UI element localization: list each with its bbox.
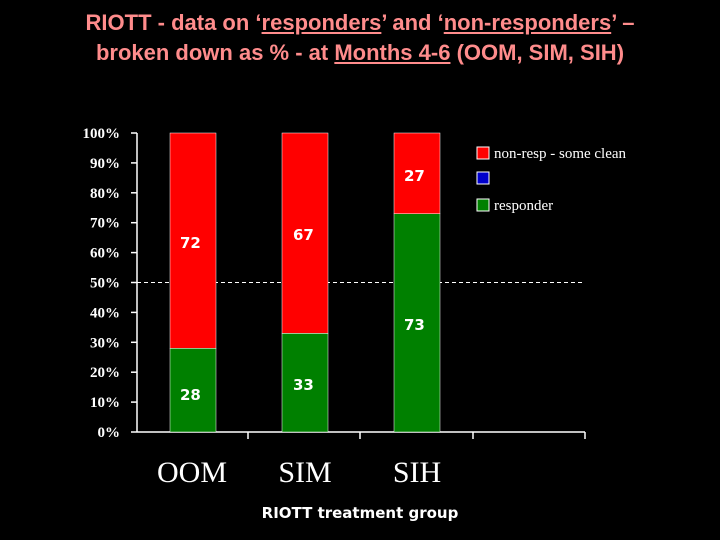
- bar-non-resp-sih: [393, 132, 441, 214]
- y-tick-label: 50%: [90, 276, 120, 292]
- chart-title: RIOTT - data on ‘responders’ and ‘non-re…: [0, 8, 720, 68]
- category-label-oom: OOM: [157, 456, 227, 489]
- data-label-non-resp: 72: [180, 234, 201, 252]
- data-label-responder: 73: [404, 316, 425, 334]
- legend-swatch-0: [476, 146, 490, 160]
- legend-swatch-1: [476, 171, 490, 185]
- title-underlined-non-responders: non-responders: [443, 10, 612, 35]
- data-label-non-resp: 67: [293, 226, 314, 244]
- title-line-1: RIOTT - data on ‘responders’ and ‘non-re…: [85, 10, 635, 35]
- category-label-sim: SIM: [278, 456, 331, 489]
- title-line-2: broken down as % - at Months 4-6 (OOM, S…: [95, 40, 625, 65]
- y-tick-label: 40%: [90, 305, 120, 321]
- data-label-responder: 33: [293, 376, 314, 394]
- title-underlined-responders: responders: [261, 10, 382, 35]
- y-tick-label: 100%: [83, 126, 121, 142]
- bar-non-resp-sim: [281, 132, 329, 334]
- x-axis-label: RIOTT treatment group: [262, 504, 459, 522]
- y-tick-label: 90%: [90, 156, 120, 172]
- title-underlined-months: Months 4-6: [334, 40, 451, 65]
- legend-label-2: responder: [494, 198, 553, 214]
- y-tick-label: 80%: [90, 186, 120, 202]
- data-label-responder: 28: [180, 386, 201, 404]
- data-label-non-resp: 27: [404, 167, 425, 185]
- category-label-sih: SIH: [393, 456, 441, 489]
- y-tick-label: 10%: [90, 395, 120, 411]
- legend-swatch-2: [476, 198, 490, 212]
- y-tick-label: 60%: [90, 246, 120, 262]
- bar-responder-oom: [169, 348, 217, 433]
- y-tick-label: 0%: [98, 425, 121, 441]
- legend-label-0: non-resp - some clean: [494, 146, 627, 162]
- bar-responder-sih: [393, 213, 441, 433]
- y-tick-label: 30%: [90, 335, 120, 351]
- bar-non-resp-oom: [169, 132, 217, 349]
- bar-responder-sim: [281, 333, 329, 433]
- y-tick-label: 20%: [90, 365, 120, 381]
- y-tick-label: 70%: [90, 216, 120, 232]
